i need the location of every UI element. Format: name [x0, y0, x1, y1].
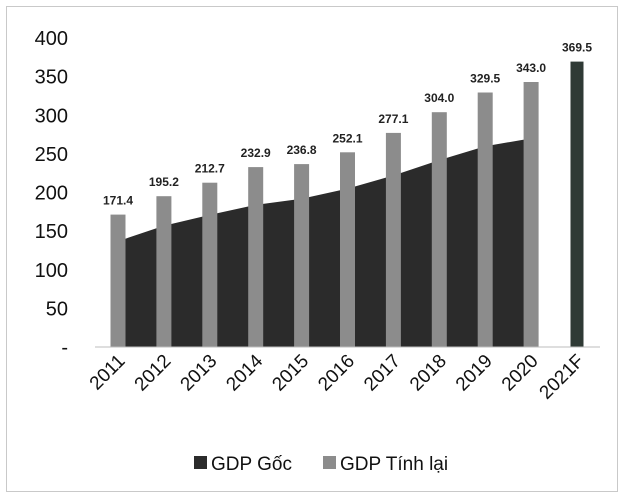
- y-tick-0: -: [61, 337, 68, 359]
- data-label-2011: 171.4: [103, 194, 133, 208]
- legend: GDP Gốc GDP Tính lại: [194, 454, 448, 475]
- data-label-2021f: 369.5: [562, 41, 592, 55]
- y-tick-150: 150: [35, 221, 68, 243]
- x-tick-2011: 2011: [86, 351, 130, 395]
- bar-2011: [110, 214, 126, 347]
- y-tick-50: 50: [46, 298, 68, 320]
- x-tick-2014: 2014: [222, 350, 267, 395]
- y-axis-ticks: - 50 100 150 200 250 300 350 400: [35, 28, 68, 359]
- x-tick-2021f: 2021F: [536, 351, 589, 404]
- chart-frame: [6, 6, 618, 492]
- data-label-2012: 195.2: [149, 175, 179, 189]
- bar-layer: [110, 61, 584, 347]
- data-label-2014: 232.9: [241, 146, 271, 160]
- x-tick-2013: 2013: [177, 351, 222, 396]
- legend-swatch-gdp-tinh-lai: [323, 456, 336, 469]
- x-tick-2015: 2015: [268, 351, 313, 396]
- x-tick-2017: 2017: [360, 351, 405, 396]
- data-labels: 171.4 195.2 212.7 232.9 236.8 252.1 277.1 304.0…: [103, 41, 592, 208]
- area-layer: [117, 138, 532, 347]
- bar-2012: [156, 196, 172, 347]
- y-tick-100: 100: [35, 260, 68, 282]
- bar-2020: [523, 82, 539, 347]
- bar-2019: [477, 92, 493, 347]
- bar-2016: [340, 152, 355, 347]
- y-tick-400: 400: [35, 28, 68, 50]
- y-tick-200: 200: [35, 183, 68, 205]
- data-label-2017: 277.1: [378, 112, 408, 126]
- y-tick-300: 300: [35, 105, 68, 127]
- bar-2018: [431, 112, 447, 347]
- data-label-2015: 236.8: [287, 143, 317, 157]
- legend-swatch-gdp-goc: [194, 456, 207, 469]
- x-tick-2019: 2019: [452, 351, 497, 396]
- data-label-2016: 252.1: [332, 131, 362, 145]
- bar-2017: [385, 132, 401, 347]
- legend-label-gdp-tinh-lai: GDP Tính lại: [340, 454, 448, 475]
- bar-2015: [294, 164, 310, 347]
- bar-2021f: [570, 61, 584, 347]
- data-label-2013: 212.7: [195, 162, 225, 176]
- data-label-2020: 343.0: [516, 61, 546, 75]
- bar-2013: [202, 182, 218, 347]
- data-label-2019: 329.5: [470, 72, 500, 86]
- x-tick-2012: 2012: [131, 351, 176, 396]
- bar-2014: [248, 167, 264, 347]
- data-label-2018: 304.0: [424, 91, 454, 105]
- y-tick-250: 250: [35, 144, 68, 166]
- x-tick-2018: 2018: [406, 351, 451, 396]
- y-tick-350: 350: [35, 67, 68, 89]
- x-axis-ticks: 2011 2012 2013 2014 2015 2016 2017 2018 2019 2020…: [86, 350, 589, 403]
- x-tick-2016: 2016: [314, 351, 359, 396]
- area-series-gdp-goc: [117, 138, 532, 347]
- legend-label-gdp-goc: GDP Gốc: [211, 454, 292, 475]
